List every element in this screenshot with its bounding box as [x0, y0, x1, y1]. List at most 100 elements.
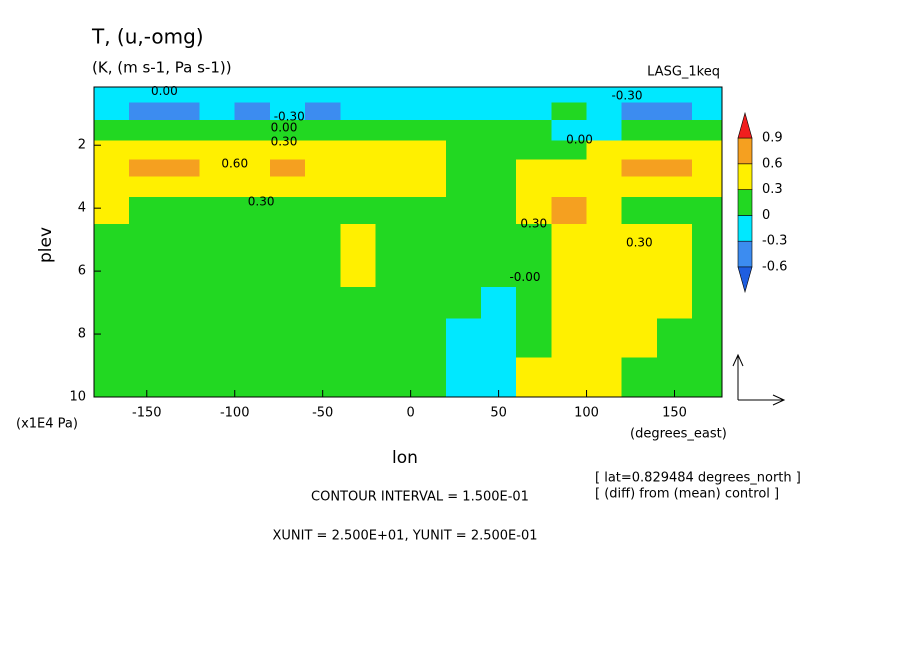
y-tick-label: 6	[78, 264, 86, 279]
y-unit: (x1E4 Pa)	[16, 417, 78, 432]
reference-arrow-right	[738, 394, 786, 406]
field-cell	[516, 357, 552, 398]
field-cell	[481, 176, 517, 198]
field-cell	[340, 357, 376, 398]
field-cell	[551, 318, 588, 359]
field-cell	[340, 176, 376, 198]
field-cell	[692, 357, 723, 398]
field-cell	[129, 120, 165, 142]
field-cell	[551, 357, 588, 398]
field-cell	[586, 120, 623, 142]
field-cell	[586, 223, 623, 256]
field-cell	[305, 140, 341, 160]
field-cell	[445, 140, 482, 160]
field-cell	[269, 159, 306, 178]
field-cell	[234, 318, 271, 359]
field-cell	[94, 223, 130, 256]
colorbar-box	[737, 163, 753, 190]
field-cell	[164, 159, 201, 178]
y-tick-label: 2	[78, 138, 86, 153]
field-cell	[234, 159, 271, 178]
contour-label: 0.30	[271, 135, 298, 149]
field-cell	[516, 120, 552, 142]
field-cell	[692, 102, 723, 121]
field-cell	[164, 286, 201, 319]
contour-label: 0.60	[221, 157, 248, 171]
field-cell	[656, 255, 693, 288]
field-cell	[94, 140, 130, 160]
field-cell	[164, 87, 201, 104]
contour-label: -0.00	[509, 270, 540, 284]
field-cell	[234, 87, 271, 104]
field-cell	[199, 318, 236, 359]
field-cell	[410, 223, 447, 256]
colorbar-label: 0	[762, 208, 770, 223]
field-cell	[129, 102, 165, 121]
field-cell	[481, 318, 517, 359]
x-tick-label: -100	[220, 406, 250, 421]
note: [ lat=0.829484 degrees_north ]	[595, 471, 801, 486]
field-cell	[199, 255, 236, 288]
field-cell	[656, 159, 693, 178]
field-cell	[269, 318, 306, 359]
field-cell	[129, 255, 165, 288]
colorbar-box	[737, 137, 753, 165]
field-cell	[375, 159, 412, 178]
field	[94, 87, 723, 398]
field-cell	[656, 176, 693, 198]
field-cell	[129, 87, 165, 104]
x-tick-label: 0	[406, 406, 414, 421]
field-cell	[410, 176, 447, 198]
colorbar-box	[737, 215, 753, 242]
field-cell	[164, 140, 201, 160]
field-cell	[234, 255, 271, 288]
field-cell	[481, 286, 517, 319]
run-label: LASG_1keq	[647, 65, 720, 80]
field-cell	[445, 197, 482, 225]
field-cell	[516, 197, 552, 225]
field-cell	[481, 255, 517, 288]
field-cell	[551, 102, 588, 121]
field-cell	[656, 286, 693, 319]
y-axis-label: plev	[36, 227, 56, 263]
field-cell	[445, 223, 482, 256]
field-cell	[621, 140, 658, 160]
field-cell	[586, 197, 623, 225]
field-cell	[481, 197, 517, 225]
field-cell	[551, 255, 588, 288]
field-cell	[621, 120, 658, 142]
field-cell	[692, 197, 723, 225]
field-cell	[269, 102, 306, 121]
field-cell	[410, 140, 447, 160]
field-cell	[94, 120, 130, 142]
field-cell	[305, 176, 341, 198]
field-cell	[410, 286, 447, 319]
field-cell	[234, 120, 271, 142]
field-cell	[305, 87, 341, 104]
field-cell	[410, 318, 447, 359]
x-tick-label: 100	[574, 406, 599, 421]
colorbar-label: 0.3	[762, 182, 783, 197]
field-cell	[129, 140, 165, 160]
field-cell	[340, 159, 376, 178]
field-cell	[692, 159, 723, 178]
field-cell	[305, 255, 341, 288]
field-cell	[656, 120, 693, 142]
field-cell	[481, 120, 517, 142]
field-cell	[164, 102, 201, 121]
field-cell	[621, 159, 658, 178]
field-cell	[656, 102, 693, 121]
contour-label: 0.30	[520, 216, 547, 230]
field-cell	[305, 223, 341, 256]
contour-interval: CONTOUR INTERVAL = 1.500E-01	[311, 490, 529, 505]
field-cell	[164, 176, 201, 198]
field-cell	[234, 140, 271, 160]
field-cell	[445, 120, 482, 142]
field-cell	[199, 102, 236, 121]
field-cell	[621, 102, 658, 121]
field-cell	[586, 140, 623, 160]
field-cell	[445, 286, 482, 319]
field-cell	[445, 102, 482, 121]
field-cell	[586, 255, 623, 288]
field-cell	[94, 102, 130, 121]
